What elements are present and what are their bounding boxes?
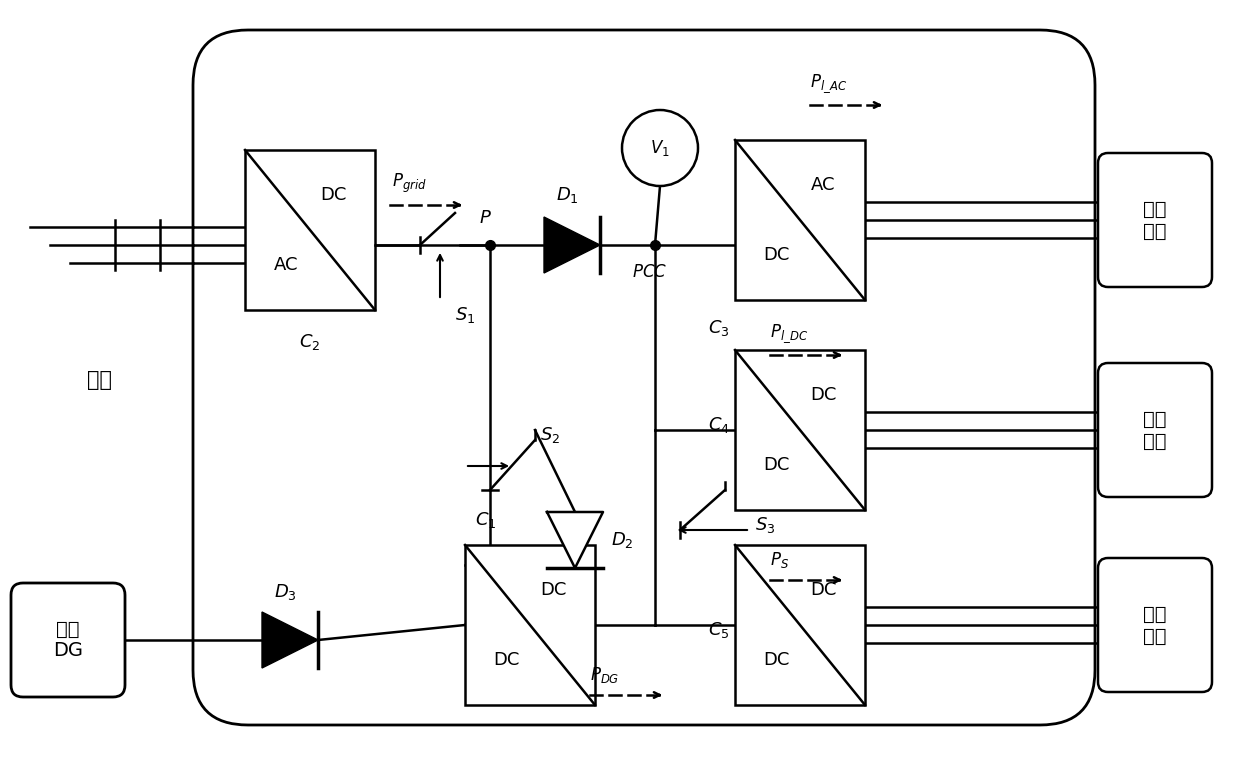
Text: $C_3$: $C_3$ — [708, 318, 730, 338]
Text: $P_{l\_DC}$: $P_{l\_DC}$ — [770, 322, 808, 345]
Text: 本地
储能: 本地 储能 — [1143, 605, 1167, 646]
Text: $P_{DG}$: $P_{DG}$ — [590, 665, 620, 685]
Text: AC: AC — [811, 176, 836, 194]
Text: $C_5$: $C_5$ — [708, 620, 730, 640]
Polygon shape — [547, 512, 603, 568]
Text: DC: DC — [494, 651, 520, 669]
Text: AC: AC — [274, 256, 299, 274]
Bar — [735, 545, 866, 705]
Bar — [246, 150, 374, 310]
Text: $S_1$: $S_1$ — [455, 305, 475, 325]
Bar — [735, 350, 866, 510]
Polygon shape — [544, 217, 600, 273]
Text: $P$: $P$ — [479, 209, 491, 227]
Text: 直流
负荷: 直流 负荷 — [1143, 410, 1167, 450]
FancyBboxPatch shape — [1097, 363, 1211, 497]
Text: $C_4$: $C_4$ — [708, 415, 730, 435]
Text: 电网: 电网 — [88, 370, 113, 390]
Text: $PCC$: $PCC$ — [632, 263, 667, 281]
Text: DC: DC — [764, 651, 790, 669]
Text: $S_2$: $S_2$ — [539, 425, 560, 445]
Bar — [735, 140, 866, 300]
Text: $D_3$: $D_3$ — [274, 582, 296, 602]
Text: $S_3$: $S_3$ — [755, 515, 775, 535]
Text: DC: DC — [764, 456, 790, 474]
Text: $D_1$: $D_1$ — [556, 185, 578, 205]
Circle shape — [622, 110, 698, 186]
Text: $C_2$: $C_2$ — [299, 332, 321, 352]
FancyBboxPatch shape — [193, 30, 1095, 725]
Text: DC: DC — [810, 581, 837, 599]
FancyBboxPatch shape — [1097, 558, 1211, 692]
FancyBboxPatch shape — [1097, 153, 1211, 287]
Text: 交流
负荷: 交流 负荷 — [1143, 200, 1167, 241]
Text: DC: DC — [810, 386, 837, 403]
Text: $D_2$: $D_2$ — [611, 530, 634, 550]
Text: $P_{grid}$: $P_{grid}$ — [392, 172, 427, 195]
Text: $P_{l\_AC}$: $P_{l\_AC}$ — [810, 73, 847, 95]
Polygon shape — [262, 612, 317, 668]
Text: $V_1$: $V_1$ — [650, 138, 670, 158]
FancyBboxPatch shape — [11, 583, 125, 697]
Text: 本地
DG: 本地 DG — [53, 619, 83, 661]
Text: DC: DC — [320, 185, 347, 204]
Bar — [465, 545, 595, 705]
Text: $C_1$: $C_1$ — [475, 510, 496, 530]
Text: DC: DC — [541, 581, 567, 599]
Text: $P_S$: $P_S$ — [770, 550, 789, 570]
Text: DC: DC — [764, 246, 790, 264]
